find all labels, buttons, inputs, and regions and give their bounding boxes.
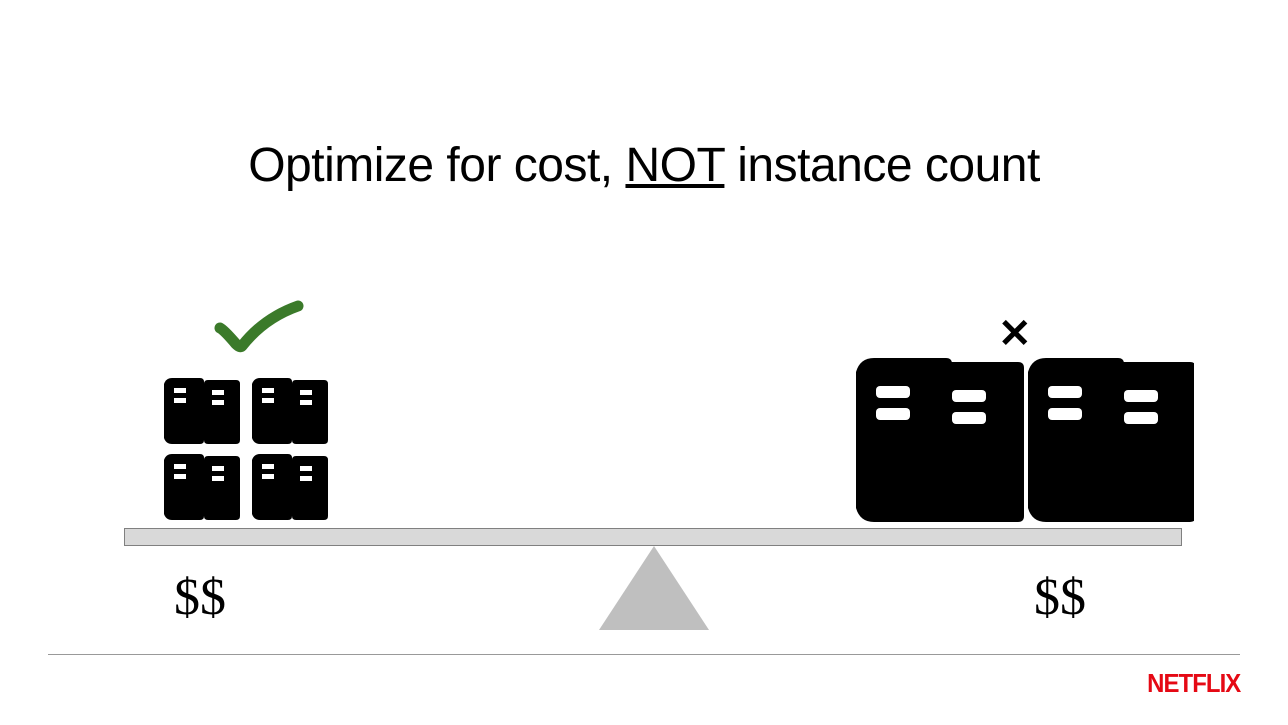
cost-label-left: $$ [174,568,226,627]
balance-fulcrum [599,546,709,630]
footer-divider [48,654,1240,655]
small-servers-group [162,378,332,523]
server-icon [250,378,330,446]
title-suffix: instance count [724,139,1039,192]
server-icon [854,358,1194,528]
title-prefix: Optimize for cost, [248,139,625,192]
big-servers-group [854,358,1184,526]
slide-title: Optimize for cost, NOT instance count [0,138,1288,193]
brand-logo: NETFLIX [1147,668,1240,699]
title-emphasis: NOT [625,139,724,192]
cost-label-right: $$ [1034,568,1086,627]
balance-diagram: ✕ [124,290,1184,635]
check-icon [214,300,304,355]
server-icon [162,454,242,522]
balance-beam [124,528,1182,546]
server-icon [250,454,330,522]
x-icon: ✕ [998,314,1032,354]
server-icon [162,378,242,446]
